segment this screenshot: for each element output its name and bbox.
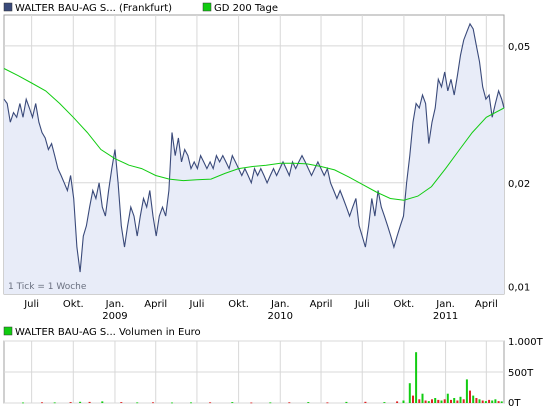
volume-bar	[402, 400, 405, 403]
volume-bar	[307, 402, 310, 403]
tick-note: 1 Tick = 1 Woche	[8, 282, 87, 292]
price-legend: WALTER BAU-AG S... (Frankfurt) GD 200 Ta…	[3, 2, 278, 14]
volume-bar	[120, 402, 123, 403]
volume-bar	[383, 402, 386, 403]
x-tick-label: April	[475, 299, 498, 310]
volume-bar	[345, 401, 348, 403]
volume-bar	[326, 402, 329, 404]
volume-y-tick-label: 500T	[508, 368, 534, 379]
year-label: 2011	[433, 311, 458, 322]
legend-swatch-volume	[3, 326, 13, 336]
legend-swatch-gd200	[202, 2, 212, 12]
x-tick-label: Okt.	[394, 299, 415, 310]
x-tick-label: Juli	[354, 299, 370, 310]
volume-bar	[269, 402, 272, 404]
volume-bar	[250, 402, 253, 404]
volume-bar	[424, 400, 427, 403]
x-tick-label: Juli	[23, 299, 39, 310]
price-panel: 0,05 0,02 0,01 1 Tick = 1 Woche	[3, 14, 530, 295]
volume-bar	[190, 402, 192, 404]
volume-bar	[22, 402, 24, 404]
volume-bar	[396, 401, 399, 403]
volume-bar	[418, 399, 421, 403]
x-tick-label: April	[144, 299, 167, 310]
volume-bar	[412, 395, 414, 403]
x-tick-label: April	[310, 299, 333, 310]
volume-bar	[69, 402, 72, 403]
volume-bar	[475, 398, 478, 403]
x-tick-label: Okt.	[228, 299, 249, 310]
volume-bar	[231, 402, 234, 403]
volume-bar	[101, 401, 104, 403]
x-tick-label: Juli	[189, 299, 205, 310]
volume-bar	[497, 401, 500, 403]
volume-bar	[408, 383, 411, 403]
legend-label-gd200: GD 200 Tage	[214, 3, 278, 14]
volume-bar	[209, 402, 212, 404]
volume-bar	[364, 401, 367, 403]
volume-bar	[136, 402, 139, 404]
year-label: 2009	[102, 311, 127, 322]
volume-bar	[456, 400, 459, 403]
legend-swatch-price	[3, 2, 13, 12]
volume-bar	[288, 402, 291, 404]
volume-bar	[494, 399, 497, 403]
price-area-fill	[4, 23, 504, 295]
volume-gridlines	[4, 340, 504, 404]
volume-bar	[469, 390, 471, 403]
volume-bar	[88, 401, 91, 403]
volume-bar	[462, 399, 465, 403]
volume-bar	[443, 399, 446, 403]
volume-bar	[440, 400, 443, 403]
volume-bar	[79, 401, 82, 403]
legend-label-price: WALTER BAU-AG S... (Frankfurt)	[15, 3, 172, 14]
volume-bar	[450, 399, 452, 403]
volume-bar	[41, 402, 43, 404]
volume-bar	[465, 379, 468, 403]
legend-label-volume: WALTER BAU-AG S... Volumen in Euro	[15, 327, 201, 338]
x-tick-label: Jan.	[270, 299, 290, 310]
price-y-axis: 0,05 0,02 0,01	[508, 42, 530, 293]
volume-bar	[500, 401, 503, 403]
volume-bar	[171, 402, 173, 404]
x-tick-label: Jan.	[435, 299, 455, 310]
x-tick-label: Jan.	[105, 299, 125, 310]
volume-bar	[453, 398, 456, 403]
volume-bar	[421, 393, 424, 403]
volume-bar	[472, 395, 475, 403]
volume-bar	[431, 399, 433, 403]
gd200-line	[3, 68, 505, 201]
volume-bar	[484, 401, 487, 403]
volume-bar	[446, 393, 449, 403]
volume-bar	[152, 402, 154, 404]
volume-panel: 1.000T 500T 0T	[3, 337, 544, 409]
volume-legend: WALTER BAU-AG S... Volumen in Euro	[3, 326, 201, 338]
volume-bar	[459, 396, 462, 403]
volume-bar	[434, 398, 437, 403]
volume-y-tick-label: 0T	[508, 398, 521, 409]
volume-bar	[481, 400, 484, 403]
volume-bar	[427, 401, 430, 403]
year-label: 2010	[268, 311, 293, 322]
x-axis: Juli Okt. Jan. April Juli Okt. Jan. April Juli Ok…	[23, 299, 498, 322]
volume-bar	[53, 402, 56, 404]
volume-bars	[22, 352, 503, 404]
price-y-tick-label: 0,02	[508, 179, 530, 190]
volume-bar	[491, 400, 494, 403]
price-line	[3, 22, 505, 273]
price-y-tick-label: 0,01	[508, 282, 530, 293]
volume-bar	[488, 399, 491, 403]
volume-bar	[415, 352, 418, 403]
volume-y-axis: 1.000T 500T 0T	[508, 337, 544, 409]
volume-y-tick-label: 1.000T	[508, 337, 544, 348]
volume-bar	[478, 399, 481, 403]
x-tick-label: Okt.	[63, 299, 84, 310]
price-y-tick-label: 0,05	[508, 42, 530, 53]
volume-bar	[437, 399, 440, 403]
